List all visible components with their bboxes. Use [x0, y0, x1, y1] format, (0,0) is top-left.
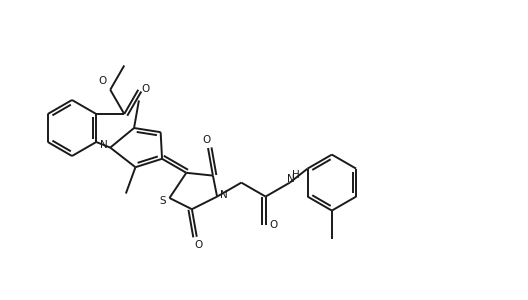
- Text: O: O: [141, 84, 149, 94]
- Text: N: N: [287, 174, 295, 184]
- Text: O: O: [202, 135, 210, 145]
- Text: N: N: [220, 190, 228, 200]
- Text: H: H: [292, 169, 300, 180]
- Text: S: S: [159, 196, 166, 206]
- Text: O: O: [98, 76, 106, 86]
- Text: O: O: [269, 220, 278, 230]
- Text: N: N: [100, 140, 108, 150]
- Text: O: O: [195, 240, 203, 250]
